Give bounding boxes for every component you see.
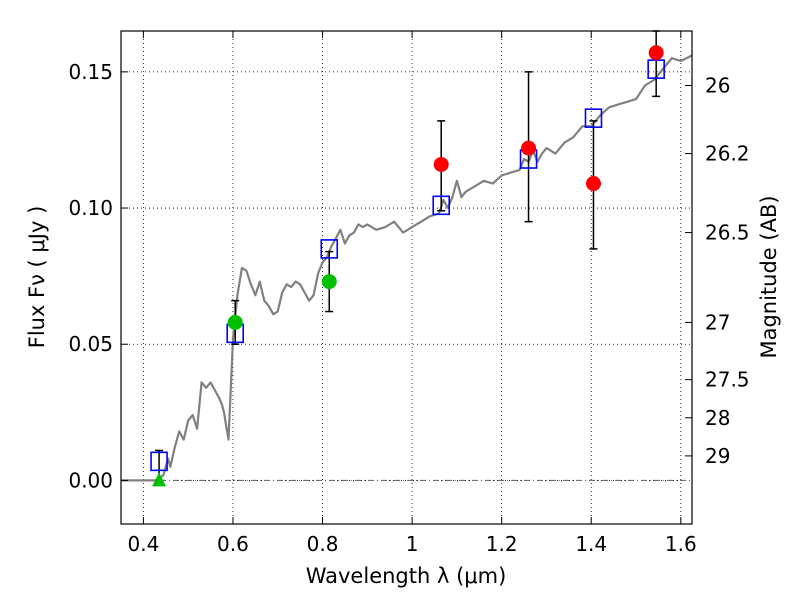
y2-tick-label: 27.5 [705,368,750,392]
y2-tick-label: 26.5 [705,221,750,245]
detection-point [585,176,601,192]
model-flux-box [150,451,168,472]
y2-tick-label: 28 [705,406,730,430]
x-tick-label: 0.8 [307,532,339,556]
detection-point [433,156,449,172]
x-tick-label: 0.6 [217,532,249,556]
plot-frame [120,30,693,525]
x-tick-label: 0.4 [127,532,159,556]
y2-tick-label: 26.2 [705,142,750,166]
x-tick-label: 1 [406,532,419,556]
model-flux-box [584,108,603,128]
model-flux-box [320,239,339,259]
alt-detection-point [321,274,337,290]
model-flux-box [432,195,451,216]
y2-tick-label: 27 [705,310,730,334]
alt-detection-point [227,314,243,330]
upper-limit-triangle [152,472,167,487]
y2-tick-label: 29 [705,444,730,468]
y-tick-label: 0.10 [68,196,113,220]
model-spectrum-line [121,54,692,482]
x-tick-label: 1.4 [575,532,607,556]
y-tick-label: 0.00 [68,468,113,492]
detection-point [521,140,537,156]
y-tick-label: 0.05 [68,332,113,356]
y-tick-label: 0.15 [68,60,113,84]
x-tick-label: 1.2 [486,532,518,556]
y2-tick-label: 26 [705,73,730,97]
ticks: 0.4 0.6 0.8 1 1.2 1.4 1.6 0.00 0.05 0.10 0.15 26 26.… [68,31,750,556]
x-tick-label: 1.6 [665,532,697,556]
y-axis-label: Flux Fν ( μJy ) [25,206,49,349]
x-axis-label: Wavelength λ (μm) [306,564,507,588]
y2-axis-label: Magnitude (AB) [757,195,781,358]
grid [121,31,692,524]
markers [150,30,665,487]
plot-area [121,54,692,482]
detection-point [648,45,664,61]
